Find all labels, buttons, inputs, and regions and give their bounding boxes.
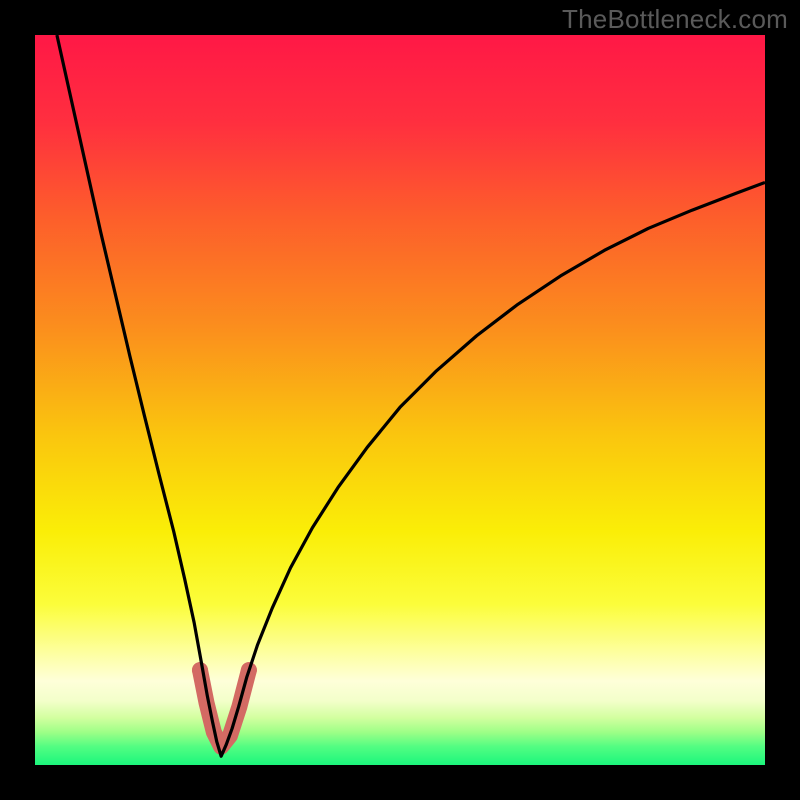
bottleneck-chart [35, 35, 765, 765]
watermark-text: TheBottleneck.com [562, 4, 788, 35]
trough-dot-left [192, 662, 208, 678]
plot-background [35, 35, 765, 765]
